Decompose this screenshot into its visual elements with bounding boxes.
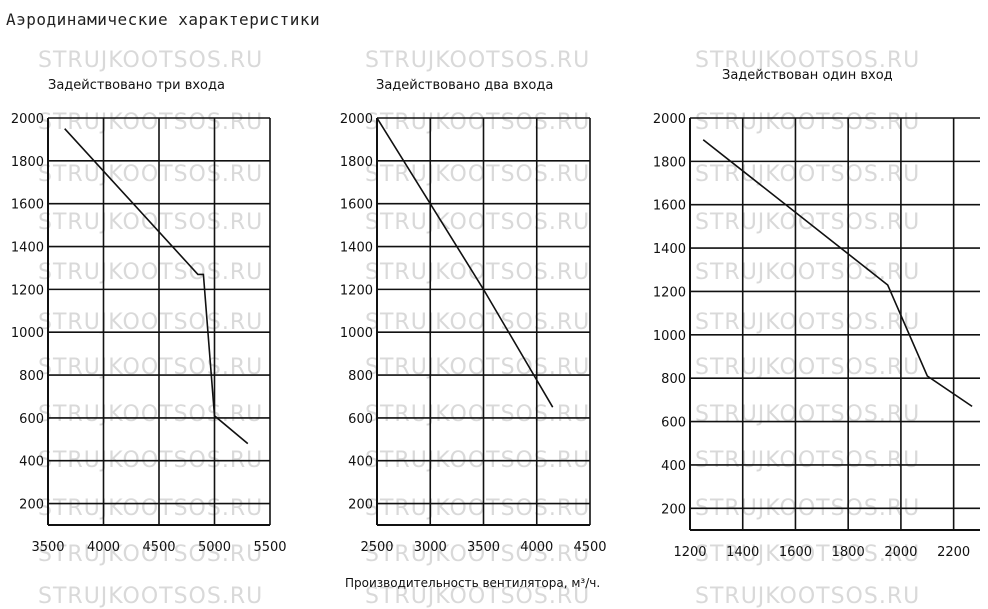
y-tick-label: 2000 bbox=[340, 112, 373, 127]
x-tick-label: 1800 bbox=[832, 545, 865, 560]
y-tick-label: 600 bbox=[19, 412, 44, 427]
y-tick-label: 600 bbox=[348, 412, 373, 427]
y-tick-label: 1600 bbox=[340, 198, 373, 213]
x-tick-label: 4500 bbox=[142, 540, 175, 555]
x-tick-label: 4000 bbox=[520, 540, 553, 555]
x-tick-label: 1200 bbox=[673, 545, 706, 560]
chart-title-one-inlet: Задействован один вход bbox=[722, 68, 893, 83]
y-tick-label: 200 bbox=[348, 498, 373, 513]
y-tick-label: 1800 bbox=[653, 155, 686, 170]
y-tick-label: 800 bbox=[661, 372, 686, 387]
x-tick-label: 5000 bbox=[198, 540, 231, 555]
y-tick-label: 200 bbox=[661, 502, 686, 517]
y-tick-label: 1000 bbox=[340, 326, 373, 341]
x-tick-label: 5500 bbox=[253, 540, 286, 555]
y-tick-label: 1800 bbox=[11, 155, 44, 170]
y-tick-label: 1600 bbox=[11, 198, 44, 213]
y-tick-label: 800 bbox=[19, 369, 44, 384]
y-tick-label: 400 bbox=[348, 455, 373, 470]
y-tick-label: 2000 bbox=[653, 112, 686, 127]
series-line-three-inlets bbox=[64, 128, 249, 445]
chart-title-three-inlets: Задействовано три входа bbox=[48, 78, 225, 93]
x-tick-label: 3500 bbox=[467, 540, 500, 555]
y-tick-label: 1400 bbox=[653, 242, 686, 257]
y-tick-label: 800 bbox=[348, 369, 373, 384]
y-tick-label: 1200 bbox=[11, 283, 44, 298]
x-tick-label: 3000 bbox=[414, 540, 447, 555]
chart-title-two-inlets: Задействовано два входа bbox=[376, 78, 554, 93]
x-axis-label: Производительность вентилятора, м³/ч. bbox=[345, 576, 601, 590]
y-tick-label: 400 bbox=[19, 455, 44, 470]
y-tick-label: 1200 bbox=[340, 283, 373, 298]
y-tick-label: 2000 bbox=[11, 112, 44, 127]
y-tick-label: 1600 bbox=[653, 199, 686, 214]
x-tick-label: 2200 bbox=[937, 545, 970, 560]
series-line-two-inlets bbox=[376, 117, 554, 408]
x-tick-label: 1400 bbox=[726, 545, 759, 560]
series-line-one-inlet bbox=[702, 139, 973, 408]
y-tick-label: 1000 bbox=[653, 329, 686, 344]
y-tick-label: 1200 bbox=[653, 285, 686, 300]
y-tick-label: 1400 bbox=[11, 241, 44, 256]
x-tick-label: 4000 bbox=[87, 540, 120, 555]
x-tick-label: 4500 bbox=[573, 540, 606, 555]
y-tick-label: 1000 bbox=[11, 326, 44, 341]
x-tick-label: 1600 bbox=[779, 545, 812, 560]
x-tick-label: 3500 bbox=[31, 540, 64, 555]
page-title: Аэродинамические характеристики bbox=[6, 10, 321, 29]
x-tick-label: 2500 bbox=[360, 540, 393, 555]
y-tick-label: 1400 bbox=[340, 241, 373, 256]
y-tick-label: 1800 bbox=[340, 155, 373, 170]
x-tick-label: 2000 bbox=[884, 545, 917, 560]
y-tick-label: 600 bbox=[661, 416, 686, 431]
y-tick-label: 200 bbox=[19, 498, 44, 513]
y-tick-label: 400 bbox=[661, 459, 686, 474]
